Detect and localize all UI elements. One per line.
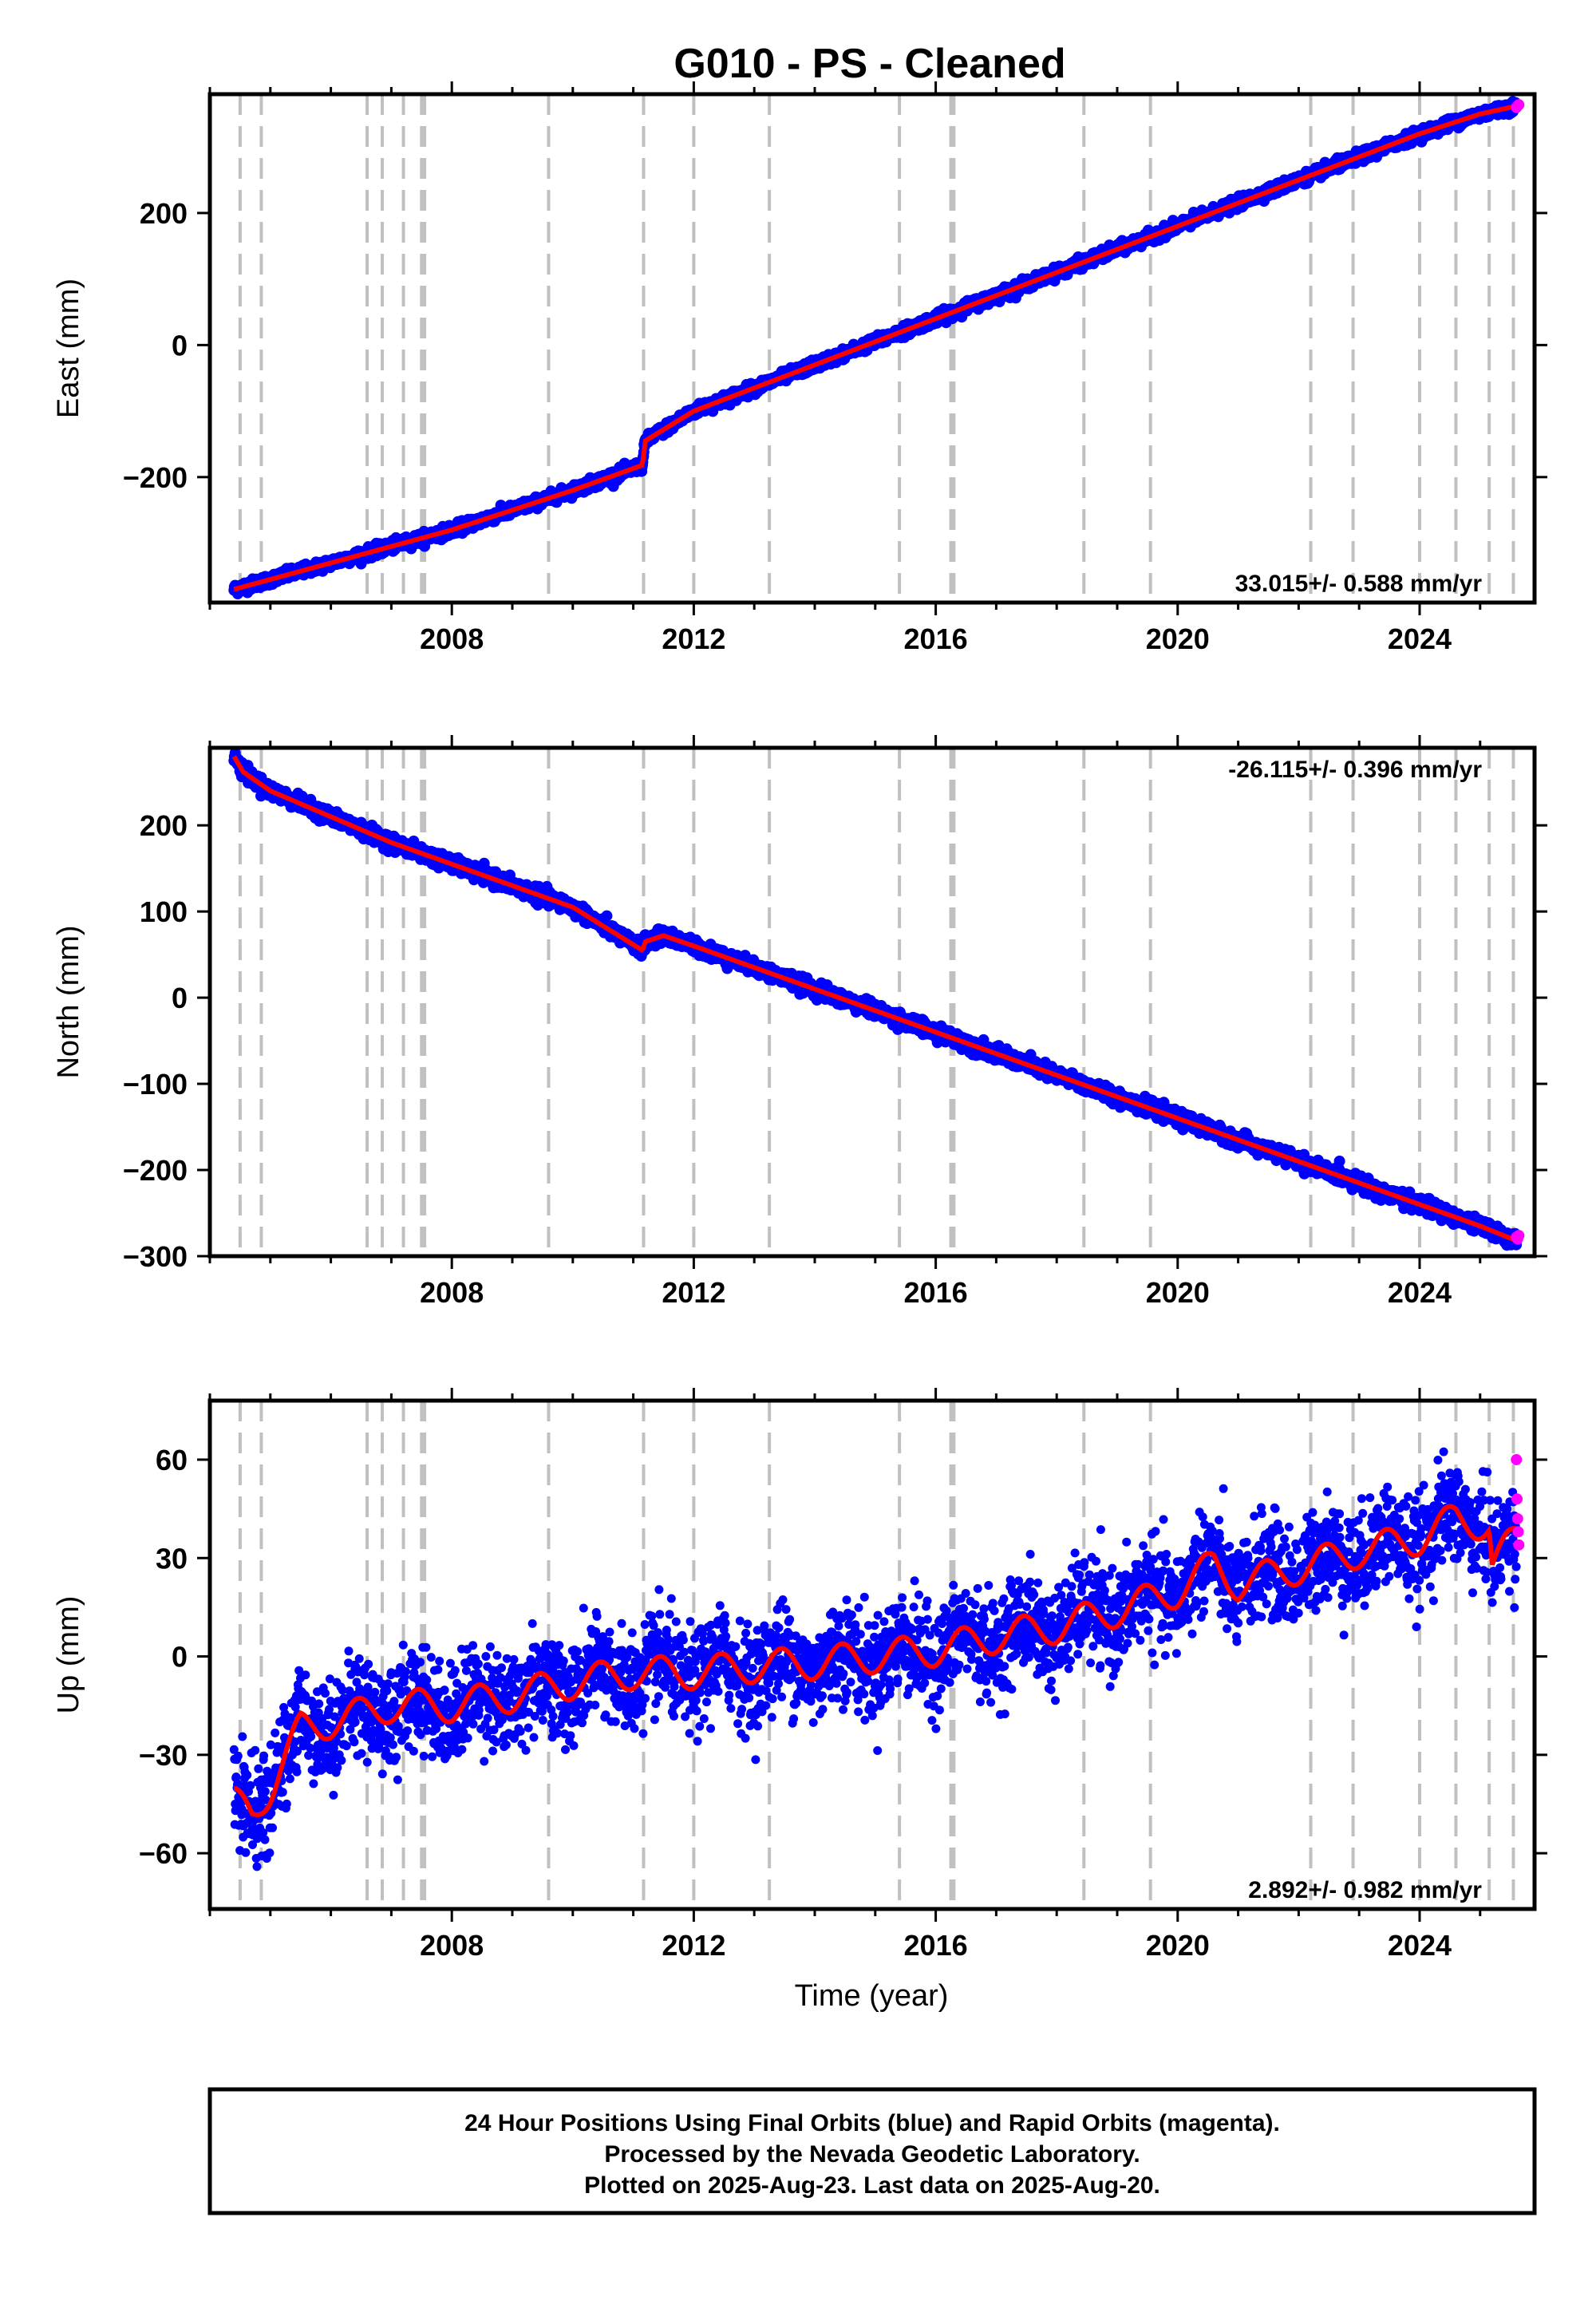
x-tick-label: 2012 xyxy=(662,622,725,655)
panels-group: 2008 2012 2016 2020 2024 −200 0 200 East (mm) 33.… xyxy=(52,81,1547,1962)
x-tick-label: 2016 xyxy=(904,622,968,655)
panel-north: 2008 2012 2016 2020 2024−300−200−1000100200N… xyxy=(52,735,1547,1309)
plot-area xyxy=(228,94,1525,603)
rapid-orbit-point xyxy=(1513,99,1525,111)
y-tick-label: 200 xyxy=(140,197,188,230)
plot-area xyxy=(228,748,1525,1256)
chart-title: G010 - PS - Cleaned xyxy=(674,41,1065,87)
y-axis-label: East (mm) xyxy=(52,279,85,418)
x-tick-label: 2020 xyxy=(1146,622,1210,655)
x-tick-label: 2008 xyxy=(420,622,484,655)
y-tick-label: −200 xyxy=(123,461,188,494)
final-orbit-point xyxy=(601,910,613,922)
x-tick-label: 2024 xyxy=(1388,622,1452,655)
y-tick-label: 0 xyxy=(172,329,188,362)
panel-east: 2008 2012 2016 2020 2024 −200 0 200 East (mm) 33.… xyxy=(52,81,1547,655)
velocity-label: 33.015+/- 0.588 mm/yr xyxy=(1235,571,1483,597)
